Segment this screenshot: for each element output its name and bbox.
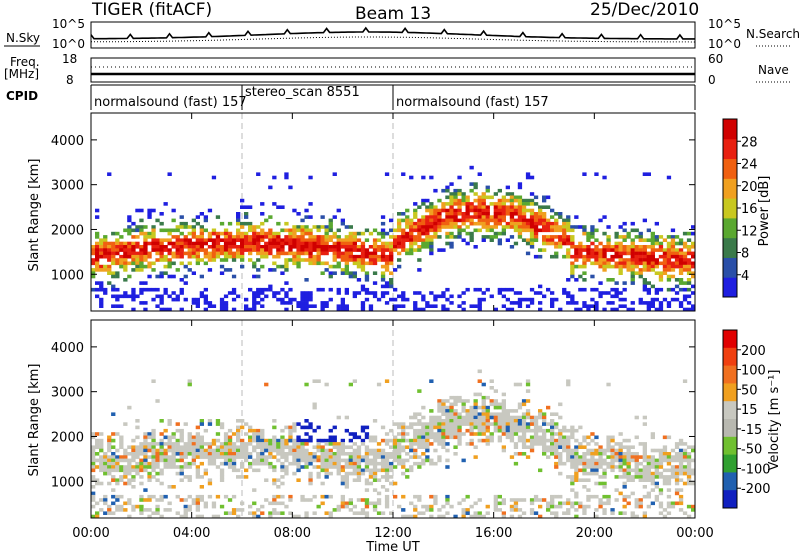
nsearch-tick-top: 10^5 bbox=[708, 17, 741, 31]
nsky-tick-bottom: 10^0 bbox=[52, 37, 85, 51]
nsearch-label: N.Search bbox=[746, 27, 800, 41]
power-colorbar-tick: 4 bbox=[741, 269, 749, 284]
freq-tick-bottom: 8 bbox=[66, 73, 74, 87]
freq-tick-top: 18 bbox=[62, 52, 77, 66]
y-tick-label: 2000 bbox=[51, 223, 84, 238]
x-tick-label: 20:00 bbox=[576, 526, 613, 541]
velocity-colorbar-tick: 15 bbox=[741, 403, 758, 418]
cpid-label: CPID bbox=[6, 89, 38, 103]
radar-title: TIGER (fitACF) bbox=[91, 0, 212, 20]
y-tick-label: 3000 bbox=[51, 179, 84, 194]
power-colorbar-tick: 12 bbox=[741, 224, 758, 239]
nsky-label: N.Sky bbox=[6, 31, 40, 45]
power-colorbar-tick: 8 bbox=[741, 247, 749, 262]
power-colorbar-tick: 24 bbox=[741, 158, 758, 173]
x-tick-label: 08:00 bbox=[274, 526, 311, 541]
cpid-segment-label: stereo_scan 8551 bbox=[245, 85, 360, 100]
x-tick-label: 16:00 bbox=[475, 526, 512, 541]
nsky-trace bbox=[90, 26, 695, 40]
velocity-panel: 1000 2000 3000 4000 Slant Range [km] bbox=[27, 319, 696, 519]
y-tick-label: 4000 bbox=[51, 341, 84, 356]
x-tick-label: 00:00 bbox=[72, 526, 109, 541]
y-tick-label: 1000 bbox=[51, 268, 84, 283]
velocity-heatmap bbox=[91, 369, 696, 519]
power-heatmap bbox=[91, 165, 696, 312]
y-tick-label: 2000 bbox=[51, 430, 84, 445]
nave-label: Nave bbox=[758, 63, 789, 77]
nave-tick-bottom: 0 bbox=[708, 73, 716, 87]
velocity-colorbar-tick: 200 bbox=[741, 344, 766, 359]
velocity-colorbar: 200 100 50 15 -15 -50 -100 -200 Velocity [m s⁻¹… bbox=[722, 329, 782, 509]
power-colorbar-label: Power [dB] bbox=[757, 176, 772, 247]
freq-label-line2: [MHz] bbox=[4, 67, 39, 81]
power-colorbar: 28 24 20 16 12 8 4 Power [dB] bbox=[722, 118, 772, 298]
beam-title: Beam 13 bbox=[355, 4, 431, 24]
x-tick-label: 00:00 bbox=[676, 526, 713, 541]
velocity-ylabel: Slant Range [km] bbox=[27, 364, 42, 477]
cpid-segment-label: normalsound (fast) 157 bbox=[94, 95, 247, 110]
x-tick-label: 12:00 bbox=[374, 526, 411, 541]
power-colorbar-tick: 20 bbox=[741, 180, 758, 195]
velocity-colorbar-tick: -100 bbox=[741, 462, 771, 477]
velocity-colorbar-tick: -50 bbox=[741, 443, 762, 458]
power-panel: 1000 2000 3000 4000 Slant Range [km] bbox=[27, 112, 696, 312]
freq-label-line1: Freq. bbox=[10, 55, 40, 69]
power-ylabel: Slant Range [km] bbox=[27, 159, 42, 272]
xaxis-title: Time UT bbox=[365, 540, 419, 554]
nave-tick-top: 60 bbox=[708, 52, 723, 66]
freq-panel: Freq. [MHz] 18 8 60 0 Nave bbox=[4, 52, 790, 87]
velocity-colorbar-tick: -200 bbox=[741, 482, 771, 497]
cpid-segment-label: normalsound (fast) 157 bbox=[396, 95, 549, 110]
y-tick-label: 3000 bbox=[51, 386, 84, 401]
velocity-colorbar-tick: -15 bbox=[741, 423, 762, 438]
x-tick-label: 04:00 bbox=[173, 526, 210, 541]
velocity-colorbar-tick: 50 bbox=[741, 383, 758, 398]
date-title: 25/Dec/2010 bbox=[590, 0, 699, 20]
y-tick-label: 1000 bbox=[51, 475, 84, 490]
velocity-colorbar-tick: 100 bbox=[741, 364, 766, 379]
nsky-panel: N.Sky 10^5 10^0 10^5 10^0 N.Search bbox=[4, 17, 800, 51]
y-tick-label: 4000 bbox=[51, 134, 84, 149]
velocity-colorbar-label: Velocity [m s⁻¹] bbox=[767, 370, 782, 471]
power-colorbar-tick: 16 bbox=[741, 202, 758, 217]
power-colorbar-tick: 28 bbox=[741, 135, 758, 150]
nsearch-tick-bottom: 10^0 bbox=[708, 37, 741, 51]
nsky-tick-top: 10^5 bbox=[52, 17, 85, 31]
